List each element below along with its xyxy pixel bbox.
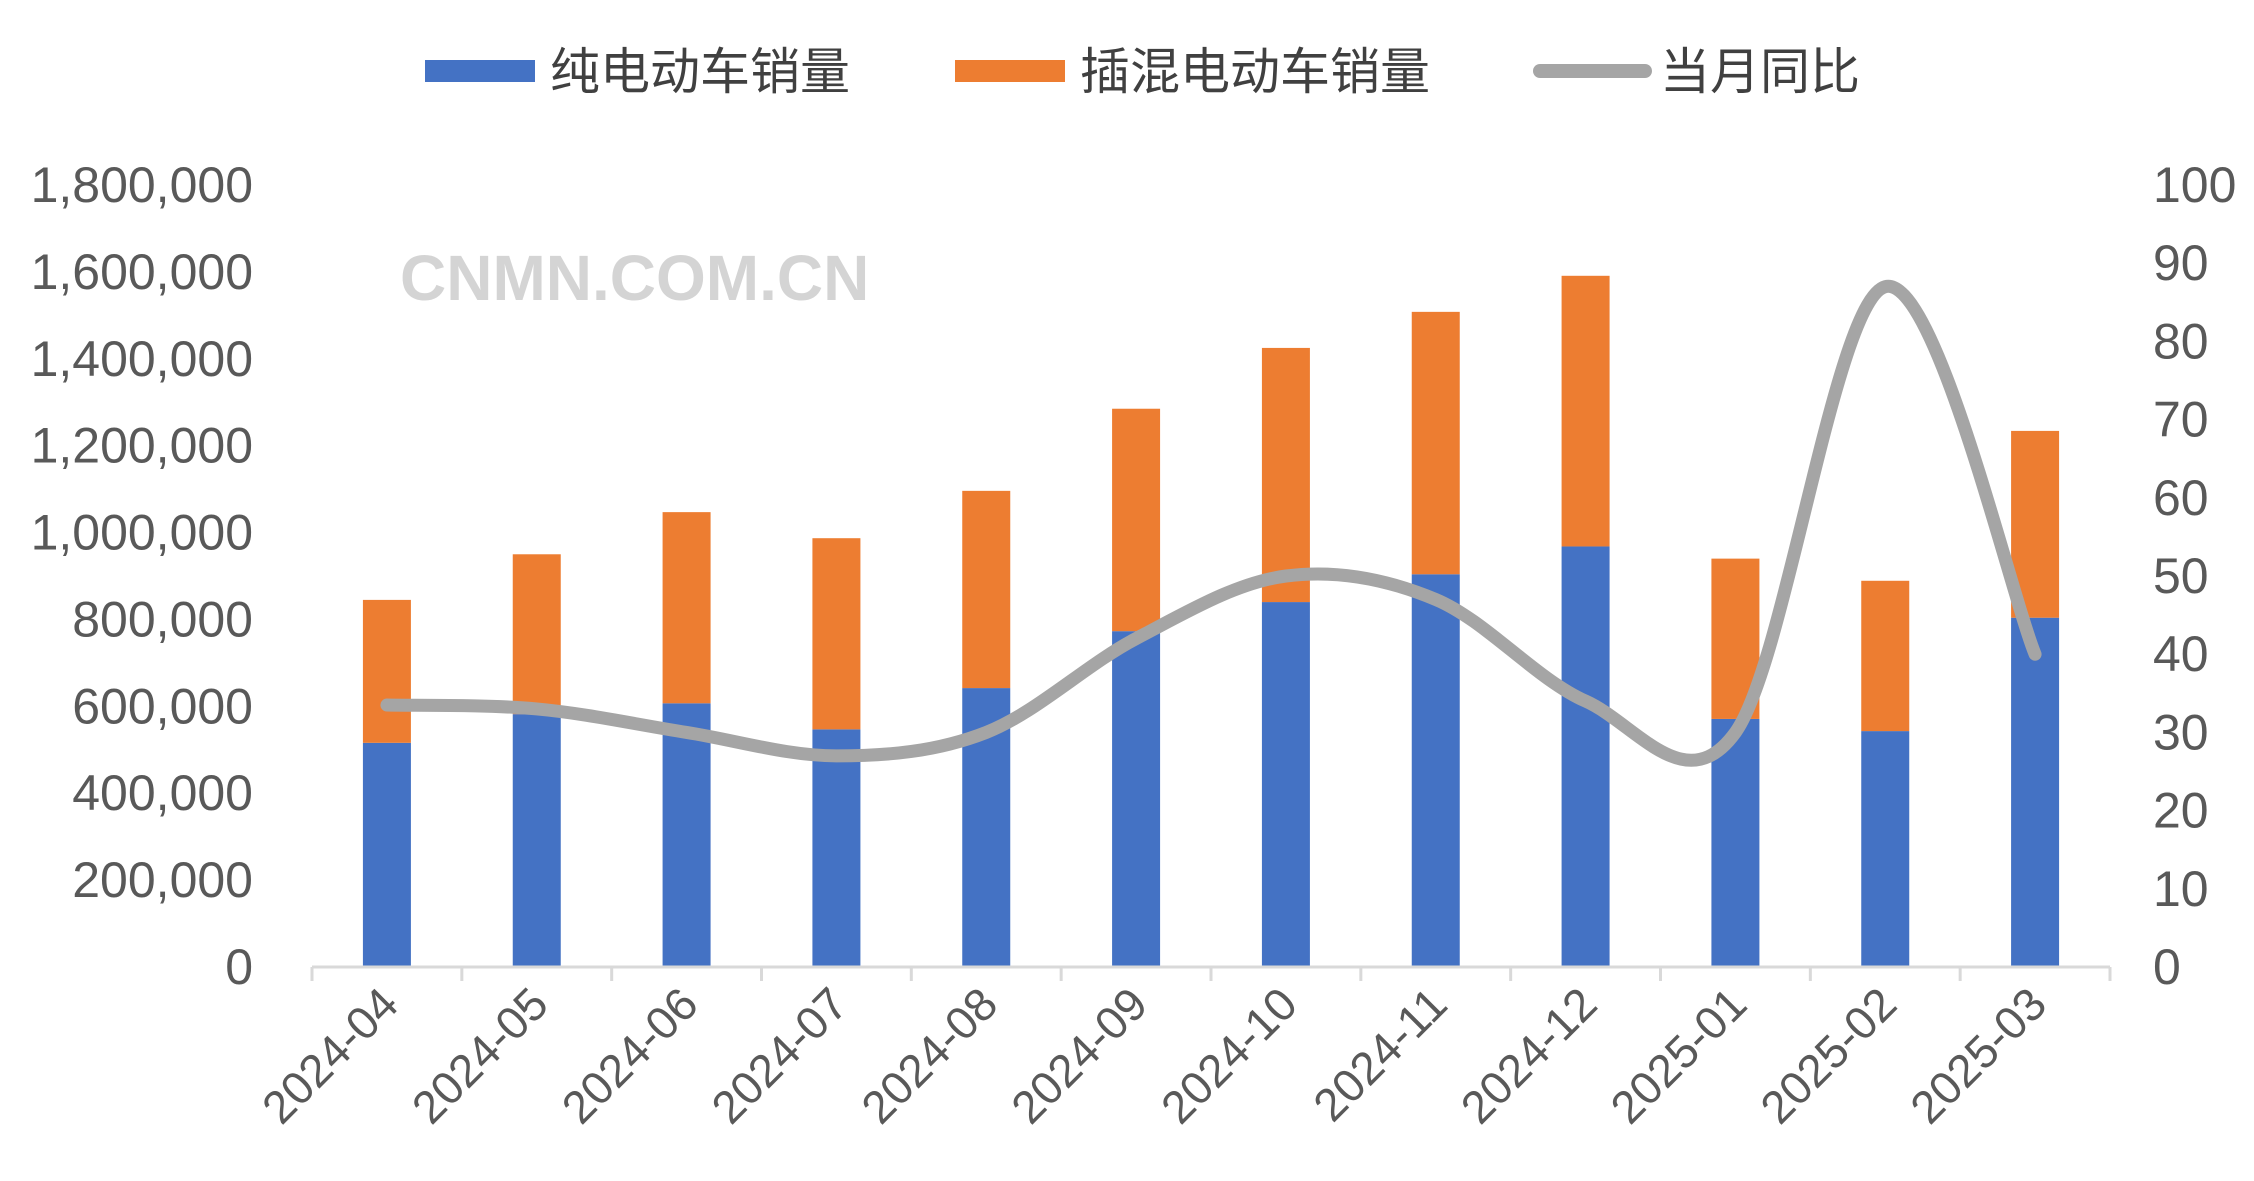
bar-phev-2024-11 — [1411, 311, 1460, 575]
right-tick-label: 90 — [2153, 235, 2209, 291]
bar-bev-2024-04 — [362, 742, 411, 967]
bar-phev-2024-12 — [1561, 275, 1610, 547]
x-tick-label: 2024-09 — [1001, 977, 1157, 1133]
x-axis: 2024-042024-052024-062024-072024-082024-… — [252, 965, 2112, 1133]
bar-phev-2024-04 — [362, 599, 411, 743]
x-tick-label: 2024-10 — [1151, 977, 1307, 1133]
x-tick-label: 2025-01 — [1600, 977, 1756, 1133]
left-tick-label: 1,000,000 — [31, 505, 253, 561]
right-tick-label: 0 — [2153, 939, 2181, 995]
x-tick-label: 2024-04 — [252, 977, 408, 1133]
bar-bev-2024-09 — [1112, 631, 1161, 967]
bar-bev-2024-06 — [662, 703, 711, 967]
bar-bev-2024-11 — [1411, 574, 1460, 967]
bar-phev-2024-06 — [662, 512, 711, 704]
bars — [362, 275, 2060, 967]
left-tick-label: 0 — [225, 939, 253, 995]
right-tick-label: 80 — [2153, 313, 2209, 369]
right-tick-label: 60 — [2153, 470, 2209, 526]
right-tick-label: 20 — [2153, 783, 2209, 839]
x-tick-label: 2024-08 — [851, 977, 1007, 1133]
x-tick-label: 2025-03 — [1900, 977, 2056, 1133]
x-tick-label: 2024-05 — [402, 977, 558, 1133]
bar-bev-2025-03 — [2011, 617, 2060, 967]
yoy-line — [380, 280, 2042, 767]
bar-bev-2025-01 — [1711, 718, 1760, 967]
left-tick-label: 200,000 — [72, 852, 253, 908]
x-tick-label: 2025-02 — [1750, 977, 1906, 1133]
right-tick-label: 70 — [2153, 392, 2209, 448]
right-tick-label: 100 — [2153, 157, 2236, 213]
bar-phev-2025-02 — [1861, 580, 1910, 732]
left-tick-label: 600,000 — [72, 678, 253, 734]
legend: 纯电动车销量 插混电动车销量 当月同比 — [425, 43, 1860, 101]
right-tick-label: 50 — [2153, 548, 2209, 604]
left-tick-label: 1,800,000 — [31, 157, 253, 213]
left-tick-label: 1,600,000 — [31, 244, 253, 300]
right-tick-label: 30 — [2153, 704, 2209, 760]
bar-bev-2024-07 — [812, 729, 861, 967]
line-series — [380, 280, 2042, 767]
legend-label: 纯电动车销量 — [550, 43, 850, 101]
right-tick-label: 40 — [2153, 626, 2209, 682]
x-tick-label: 2024-12 — [1451, 977, 1607, 1133]
legend-swatch-1 — [955, 60, 1065, 82]
right-tick-label: 10 — [2153, 861, 2209, 917]
left-tick-label: 1,400,000 — [31, 331, 253, 387]
bar-phev-2024-07 — [812, 538, 861, 730]
bar-bev-2024-05 — [512, 714, 561, 967]
bar-phev-2024-09 — [1112, 408, 1161, 632]
left-tick-label: 400,000 — [72, 765, 253, 821]
bar-bev-2025-02 — [1861, 731, 1910, 967]
x-tick-label: 2024-07 — [701, 977, 857, 1133]
legend-swatch-0 — [425, 60, 535, 82]
bar-bev-2024-12 — [1561, 546, 1610, 967]
legend-label: 当月同比 — [1660, 43, 1860, 101]
bar-bev-2024-10 — [1261, 602, 1310, 967]
x-tick-label: 2024-06 — [552, 977, 708, 1133]
legend-label: 插混电动车销量 — [1080, 43, 1430, 101]
bar-phev-2024-10 — [1261, 347, 1310, 603]
x-tick-label: 2024-11 — [1303, 977, 1457, 1131]
left-axis: 0 200,000 400,000 600,000 800,000 1,000,000 1,… — [31, 157, 253, 995]
bar-phev-2024-05 — [512, 554, 561, 715]
right-axis: 0 10 20 30 40 50 60 70 80 90 100 — [2153, 157, 2236, 995]
bar-phev-2024-08 — [962, 490, 1011, 689]
watermark: CNMN.COM.CN — [400, 242, 869, 314]
left-tick-label: 800,000 — [72, 591, 253, 647]
left-tick-label: 1,200,000 — [31, 418, 253, 474]
